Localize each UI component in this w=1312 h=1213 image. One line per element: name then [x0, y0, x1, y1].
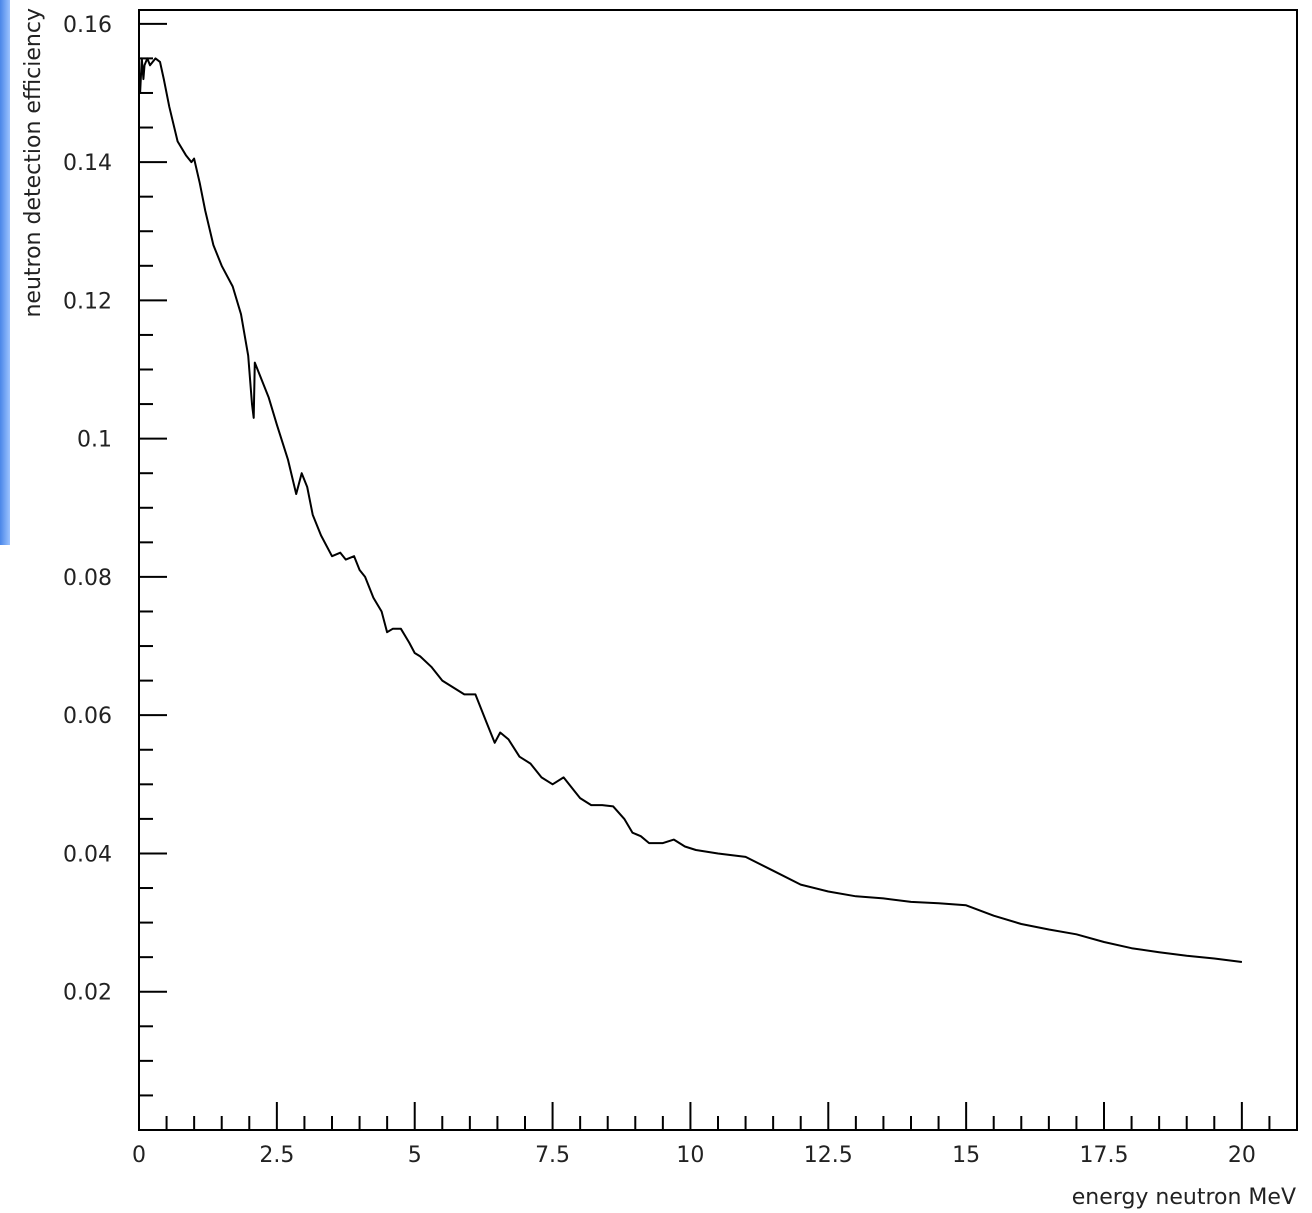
y-tick-label: 0.12 [63, 289, 112, 314]
y-tick-label: 0.16 [63, 13, 112, 38]
y-axis-label: neutron detection efficiency [21, 8, 46, 318]
plot-frame [138, 9, 1298, 1131]
x-axis-ticks [138, 1102, 1298, 1130]
y-tick-label: 0.1 [77, 428, 112, 453]
side-accent-bar [0, 0, 10, 545]
y-tick-label: 0.04 [63, 842, 112, 867]
y-tick-label: 0.02 [63, 981, 112, 1006]
x-tick-label: 12.5 [804, 1143, 853, 1168]
y-tick-label: 0.08 [63, 566, 112, 591]
x-axis-label: energy neutron MeV [1072, 1185, 1296, 1210]
x-tick-label: 7.5 [535, 1143, 570, 1168]
efficiency-curve [138, 57, 1243, 963]
y-tick-label: 0.14 [63, 151, 112, 176]
y-axis-ticks [139, 22, 167, 1097]
y-tick-label: 0.06 [63, 704, 112, 729]
x-tick-label: 17.5 [1080, 1143, 1129, 1168]
x-tick-label: 15 [952, 1143, 980, 1168]
x-tick-label: 20 [1228, 1143, 1256, 1168]
x-tick-label: 10 [676, 1143, 704, 1168]
x-tick-label: 5 [408, 1143, 422, 1168]
x-tick-label: 2.5 [259, 1143, 294, 1168]
x-tick-label: 0 [132, 1143, 146, 1168]
y-axis-tick-labels: 0.02 0.04 0.06 0.08 0.1 0.12 0.14 0.16 [63, 13, 112, 1006]
x-axis-tick-labels: 0 2.5 5 7.5 10 12.5 15 17.5 20 [132, 1143, 1256, 1168]
